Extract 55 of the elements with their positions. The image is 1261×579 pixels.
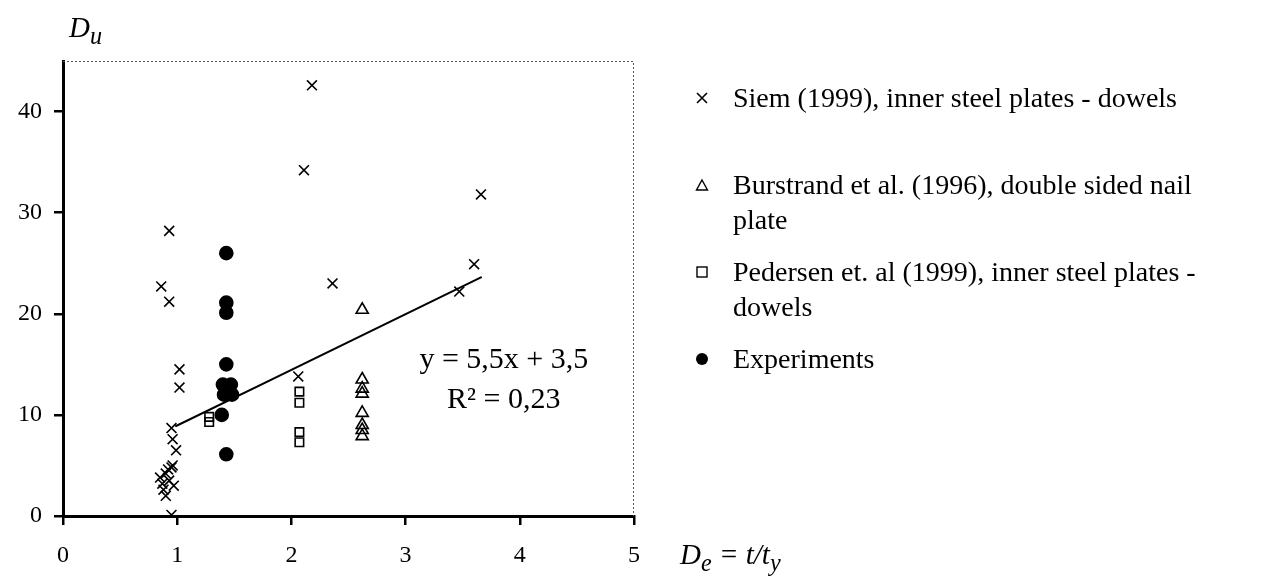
point — [475, 188, 487, 201]
point — [219, 305, 234, 321]
point — [306, 79, 318, 92]
point — [163, 295, 175, 308]
point — [155, 280, 167, 293]
point — [173, 381, 186, 394]
annotation: y = 5,5x + 3,5 — [419, 340, 589, 374]
x-tick-label: 5 — [628, 540, 640, 567]
point — [298, 164, 310, 176]
legend-label: Pedersen et. al (1999), inner steel plates - dowels — [733, 255, 1197, 324]
point — [219, 447, 234, 462]
point — [355, 371, 370, 384]
point — [294, 397, 305, 408]
legend-label: Experiments — [733, 342, 876, 376]
legend-label: Siem (1999), inner steel plates - dowels — [733, 81, 1178, 115]
point — [170, 444, 182, 457]
point — [355, 428, 370, 441]
annotation: R² = 0,23 — [447, 380, 561, 414]
point — [204, 411, 215, 422]
x-tick-label: 1 — [171, 540, 184, 567]
point — [204, 416, 215, 428]
point — [355, 422, 370, 435]
point — [219, 245, 234, 261]
point — [219, 357, 234, 372]
point — [326, 277, 339, 290]
point — [154, 471, 166, 484]
y-tick-label: 30 — [18, 197, 42, 224]
point — [294, 427, 305, 438]
point — [157, 483, 170, 496]
point — [214, 407, 230, 423]
point — [168, 479, 180, 492]
y-axis-title: D$_{u}$ — [69, 11, 103, 49]
y-tick-label: 10 — [18, 400, 42, 427]
point — [355, 380, 370, 393]
point — [355, 301, 370, 315]
y-tick-label: 40 — [18, 96, 42, 123]
x-axis-title: D$_{e}$ = t/t$_{y}$ — [680, 538, 781, 576]
x-tick-label: 0 — [57, 540, 69, 567]
point — [355, 417, 370, 430]
legend-label: Burstrand et al. (1996), double sided nail plate — [733, 168, 1193, 237]
point — [160, 490, 172, 502]
y-tick-label: 0 — [30, 501, 42, 528]
x-tick-label: 3 — [399, 540, 412, 567]
point — [163, 225, 175, 237]
point — [294, 386, 305, 397]
point — [173, 363, 186, 376]
point — [355, 405, 370, 418]
point — [355, 385, 370, 398]
point — [453, 285, 466, 298]
point — [468, 258, 480, 270]
x-tick-label: 4 — [513, 540, 526, 567]
y-tick-label: 20 — [18, 299, 42, 326]
point — [292, 370, 304, 383]
point — [294, 437, 305, 448]
x-tick-label: 2 — [285, 540, 298, 567]
